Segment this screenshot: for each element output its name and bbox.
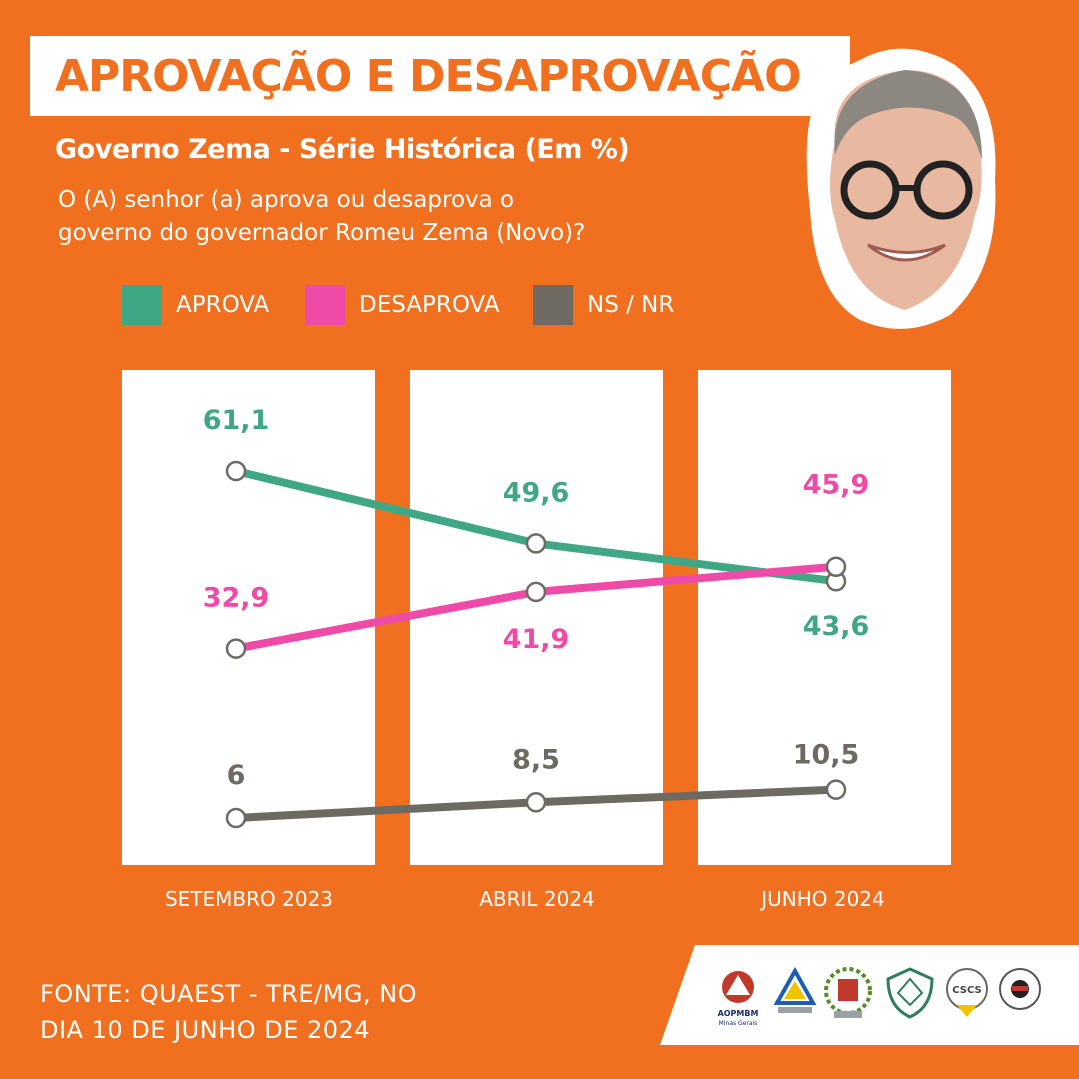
survey-question: O (A) senhor (a) aprova ou desaprova o g… [58, 184, 698, 250]
source-line-1: FONTE: QUAEST - TRE/MG, NO [40, 980, 418, 1008]
shield-logo [886, 967, 934, 1019]
column-panel-3 [698, 370, 951, 865]
legend-item-aprova: APROVA [122, 284, 269, 326]
page-title: APROVAÇÃO E DESAPROVAÇÃO [55, 51, 802, 102]
title-bar [30, 36, 850, 116]
data-label-ns-nr-1: 6 [227, 760, 246, 791]
legend-label-aprova: APROVA [176, 292, 270, 318]
category-labels: SETEMBRO 2023 ABRIL 2024 JUNHO 2024 [165, 887, 885, 911]
svg-text:Minas Gerais: Minas Gerais [719, 1020, 758, 1027]
point-desaprova-2 [525, 581, 547, 603]
question-line-1: O (A) senhor (a) aprova ou desaprova o [58, 187, 515, 213]
column-panel-2 [410, 370, 663, 865]
legend-swatch-desaprova [305, 285, 345, 325]
point-desaprova-3 [825, 556, 847, 577]
partner-logos: AOPMBM Minas Gerais CSCS [660, 945, 1079, 1045]
data-label-desaprova-1: 32,9 [203, 583, 270, 614]
question-line-2: governo do governador Romeu Zema (Novo)? [58, 220, 586, 246]
x-tick-label-2: ABRIL 2024 [479, 887, 595, 911]
data-label-ns-nr-3: 10,5 [793, 740, 860, 771]
svg-text:CSCS: CSCS [952, 985, 981, 996]
point-aprova-2 [525, 533, 547, 554]
legend-swatch-ns-nr [533, 285, 573, 325]
chart-subtitle: Governo Zema - Série Histórica (Em %) [55, 134, 630, 165]
data-label-aprova-1: 61,1 [203, 405, 270, 436]
series-points [225, 460, 847, 829]
x-tick-label-1: SETEMBRO 2023 [165, 887, 333, 911]
triangle-logo [773, 966, 817, 1013]
x-tick-label-3: JUNHO 2024 [759, 887, 885, 911]
laurel-logo [824, 967, 872, 1018]
data-label-aprova-2: 49,6 [503, 477, 570, 508]
round-logo [999, 968, 1041, 1010]
data-label-aprova-3: 43,6 [803, 611, 870, 642]
data-labels: 61,1 49,6 43,6 32,9 41,9 45,9 6 8,5 10,5 [203, 405, 870, 791]
point-ns-nr-3 [825, 779, 847, 800]
governor-portrait [806, 48, 996, 329]
data-label-ns-nr-2: 8,5 [512, 744, 560, 775]
point-aprova-1 [225, 460, 247, 482]
data-label-desaprova-2: 41,9 [503, 624, 570, 655]
source-note: FONTE: QUAEST - TRE/MG, NO DIA 10 DE JUN… [40, 976, 600, 1048]
legend-swatch-aprova [122, 285, 162, 325]
legend-item-ns-nr: NS / NR [533, 284, 674, 326]
aopmbm-logo: AOPMBM Minas Gerais [718, 971, 759, 1027]
point-ns-nr-2 [525, 792, 547, 813]
column-panel-1 [122, 370, 375, 865]
svg-text:AOPMBM: AOPMBM [718, 1009, 759, 1018]
legend-item-desaprova: DESAPROVA [305, 284, 500, 326]
source-line-2: DIA 10 DE JUNHO DE 2024 [40, 1016, 371, 1044]
point-desaprova-1 [225, 638, 247, 659]
data-label-desaprova-3: 45,9 [803, 470, 870, 501]
legend-label-ns-nr: NS / NR [587, 292, 675, 318]
cscs-logo: CSCS [946, 968, 988, 1017]
legend-label-desaprova: DESAPROVA [359, 292, 500, 318]
point-ns-nr-1 [225, 807, 247, 829]
